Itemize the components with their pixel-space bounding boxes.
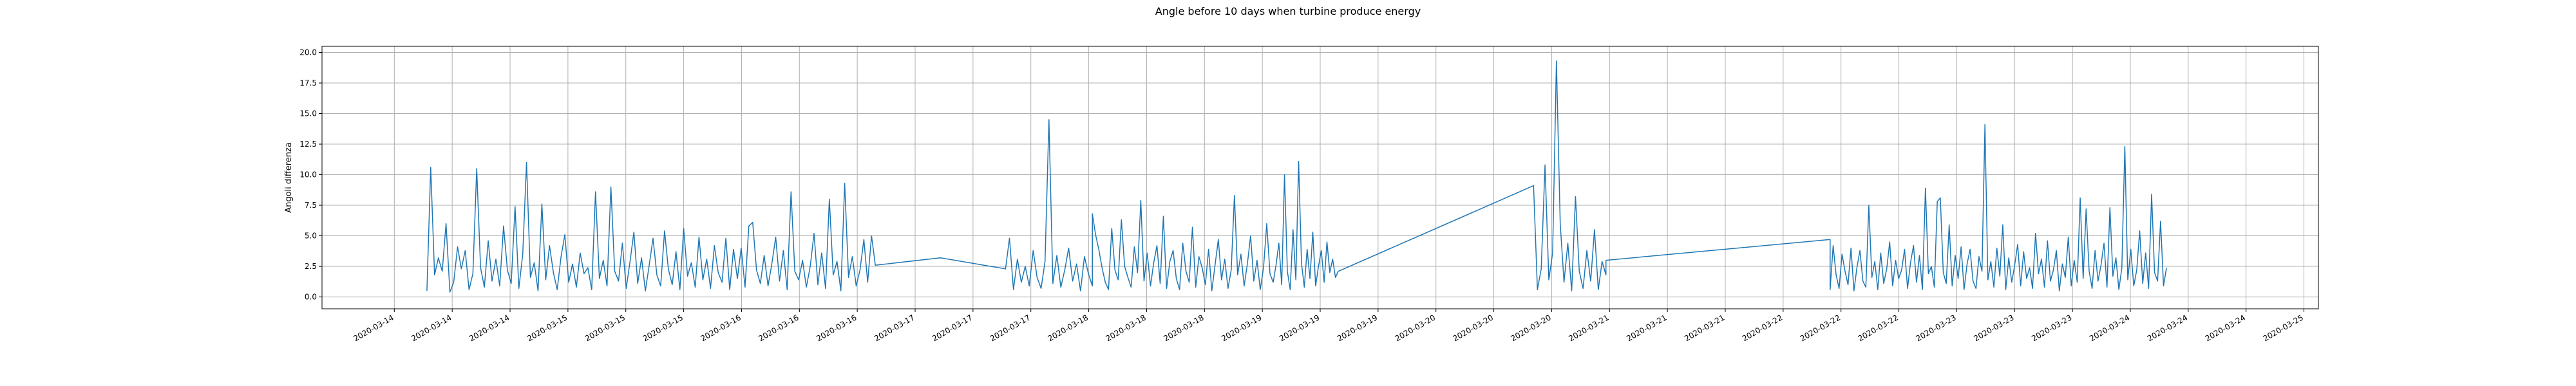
y-tick-label: 5.0 (305, 232, 317, 241)
x-tick-label: 2020-03-16 (699, 313, 743, 343)
y-axis-label: Angoli differenza (284, 142, 294, 213)
x-tick-label: 2020-03-19 (1220, 313, 1263, 343)
x-tick-label: 2020-03-15 (583, 313, 627, 343)
x-tick-label: 2020-03-23 (2030, 313, 2073, 343)
grid (322, 46, 2318, 309)
y-tick-label: 2.5 (305, 262, 317, 271)
x-tick-label: 2020-03-18 (1046, 313, 1090, 343)
x-tick-label: 2020-03-17 (989, 313, 1032, 343)
y-axis: 0.0 2.5 5.0 7.5 10.0 12.5 15.0 17.5 20.0 (299, 48, 322, 302)
x-tick-label: 2020-03-22 (1741, 313, 1784, 343)
x-tick-label: 2020-03-20 (1394, 313, 1437, 343)
x-tick-label: 2020-03-18 (1104, 313, 1148, 343)
x-tick-label: 2020-03-22 (1857, 313, 1900, 343)
x-tick-label: 2020-03-17 (873, 313, 916, 343)
x-tick-label: 2020-03-20 (1510, 313, 1553, 343)
x-tick-label: 2020-03-14 (410, 313, 453, 343)
series-layer (426, 60, 2167, 293)
y-tick-label: 17.5 (299, 78, 317, 87)
x-tick-label: 2020-03-14 (352, 313, 395, 343)
x-tick-label: 2020-03-24 (2146, 313, 2189, 343)
x-tick-label: 2020-03-19 (1336, 313, 1379, 343)
x-tick-label: 2020-03-23 (1915, 313, 1958, 343)
x-tick-label: 2020-03-17 (931, 313, 974, 343)
y-tick-label: 10.0 (299, 170, 317, 179)
x-tick-label: 2020-03-19 (1278, 313, 1321, 343)
y-tick-label: 15.0 (299, 109, 317, 118)
y-tick-label: 12.5 (299, 140, 317, 149)
x-tick-label: 2020-03-16 (757, 313, 800, 343)
x-tick-label: 2020-03-21 (1567, 313, 1610, 343)
y-tick-label: 20.0 (299, 48, 317, 57)
y-tick-label: 7.5 (305, 201, 317, 210)
x-tick-label: 2020-03-24 (2088, 313, 2131, 343)
x-axis: 2020-03-14 2020-03-14 2020-03-14 2020-03-15… (352, 309, 2305, 343)
x-tick-label: 2020-03-21 (1625, 313, 1668, 343)
x-tick-label: 2020-03-15 (641, 313, 685, 343)
x-tick-label: 2020-03-18 (1162, 313, 1205, 343)
x-tick-label: 2020-03-15 (526, 313, 569, 343)
x-tick-label: 2020-03-24 (2204, 313, 2247, 343)
chart-title: Angle before 10 days when turbine produc… (1155, 5, 1421, 17)
x-tick-label: 2020-03-21 (1683, 313, 1726, 343)
series-line (426, 60, 2167, 293)
x-tick-label: 2020-03-22 (1799, 313, 1842, 343)
x-tick-label: 2020-03-20 (1452, 313, 1495, 343)
x-tick-label: 2020-03-14 (468, 313, 511, 343)
y-tick-label: 0.0 (305, 293, 317, 302)
x-tick-label: 2020-03-25 (2262, 313, 2305, 343)
x-tick-label: 2020-03-16 (815, 313, 858, 343)
x-tick-label: 2020-03-23 (1972, 313, 2015, 343)
